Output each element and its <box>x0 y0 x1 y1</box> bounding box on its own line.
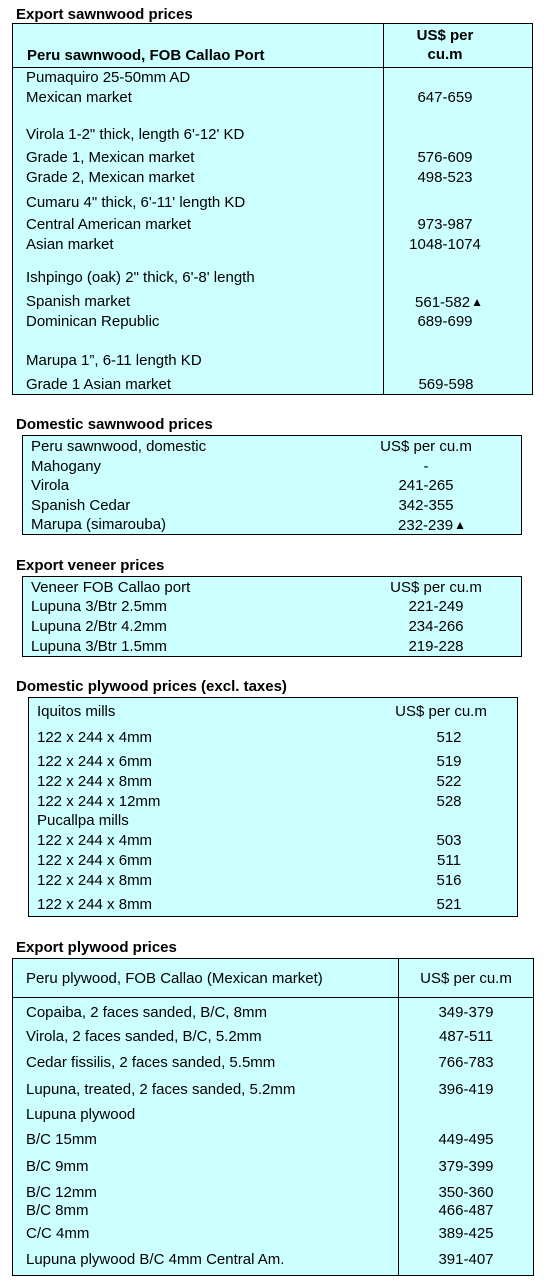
table-row-label: B/C 9mm <box>26 1158 89 1175</box>
table-row-value: 379-399 <box>438 1158 494 1175</box>
table-row-label: 122 x 244 x 12mm <box>37 793 161 810</box>
table-row-label: Spanish Cedar <box>31 497 131 514</box>
table-row-label: Lupuna plywood B/C 4mm Central Am. <box>26 1251 285 1268</box>
table-row-value: 221-249 <box>408 598 464 615</box>
table-row-label: Pumaquiro 25-50mm AD <box>26 69 191 86</box>
table-row-label: 122 x 244 x 8mm <box>37 773 153 790</box>
table-row-value: 342-355 <box>398 497 454 514</box>
table-row-label: Grade 1, Mexican market <box>26 149 195 166</box>
export-veneer-title: Export veneer prices <box>16 557 165 574</box>
table-row-label: B/C 8mm <box>26 1202 89 1219</box>
table-row-value: 396-419 <box>438 1081 494 1098</box>
table-row-label: Virola, 2 faces sanded, B/C, 5.2mm <box>26 1028 262 1045</box>
domestic-plywood-header-right: US$ per cu.m <box>395 703 487 720</box>
table-row-value: 241-265 <box>398 477 454 494</box>
export-plywood-header-right: US$ per cu.m <box>420 970 512 987</box>
domestic-plywood-header-left: Iquitos mills <box>37 703 116 720</box>
table-row-value: 569-598 <box>418 376 474 393</box>
table-row-label: Marupa 1”, 6-11 length KD <box>26 352 202 369</box>
table-row-label: Lupuna plywood <box>26 1106 136 1123</box>
table-row-value: 512 <box>436 729 462 746</box>
domestic-sawnwood-title: Domestic sawnwood prices <box>16 416 213 433</box>
table-row-label: Mahogany <box>31 458 102 475</box>
export-plywood-title: Export plywood prices <box>16 939 177 956</box>
table-row-value: 766-783 <box>438 1054 494 1071</box>
table-row-value: 350-360 <box>438 1184 494 1201</box>
table-row-value: 689-699 <box>417 313 473 330</box>
table-row-label: Spanish market <box>26 293 131 310</box>
table-row-label: Cedar fissilis, 2 faces sanded, 5.5mm <box>26 1054 276 1071</box>
table-row-label: Dominican Republic <box>26 313 160 330</box>
domestic-sawnwood-table: Peru sawnwood, domestic US$ per cu.m Mah… <box>22 435 522 535</box>
domestic-plywood-table: Iquitos mills US$ per cu.m 122 x 244 x 4… <box>28 697 518 917</box>
export-sawnwood-header-right-2: cu.m <box>427 46 463 63</box>
table-row-value: 973-987 <box>417 216 473 233</box>
table-row-label: Lupuna, treated, 2 faces sanded, 5.2mm <box>26 1081 296 1098</box>
table-row-value: 466-487 <box>438 1202 494 1219</box>
table-row-value: 389-425 <box>438 1225 494 1242</box>
export-sawnwood-header-right-1: US$ per <box>416 27 474 44</box>
table-row-value: 519 <box>436 753 462 770</box>
export-sawnwood-table: Peru sawnwood, FOB Callao Port US$ per c… <box>12 23 533 395</box>
table-row-label: Central American market <box>26 216 192 233</box>
export-veneer-table: Veneer FOB Callao port US$ per cu.m Lupu… <box>22 576 522 657</box>
table-row-label: 122 x 244 x 8mm <box>37 872 153 889</box>
table-row-value: 487-511 <box>439 1028 493 1045</box>
domestic-sawnwood-header-right: US$ per cu.m <box>380 438 472 455</box>
table-row-label: C/C 4mm <box>26 1225 90 1242</box>
table-row-value: 576-609 <box>417 149 473 166</box>
table-row-value: 391-407 <box>438 1251 494 1268</box>
table-row-value: 503 <box>436 832 462 849</box>
table-row-value: 561-582▲ <box>415 294 483 311</box>
table-row-label: Ishpingo (oak) 2" thick, 6'-8' length <box>26 269 255 286</box>
table-row-label: Asian market <box>26 236 114 253</box>
export-veneer-header-right: US$ per cu.m <box>390 579 482 596</box>
table-row-label: Grade 2, Mexican market <box>26 169 195 186</box>
table-row-label: Virola 1-2" thick, length 6'-12' KD <box>26 126 245 143</box>
export-plywood-table: Peru plywood, FOB Callao (Mexican market… <box>12 958 534 1276</box>
table-row-value: 234-266 <box>408 618 464 635</box>
domestic-plywood-title: Domestic plywood prices (excl. taxes) <box>16 678 287 695</box>
table-row-label: Grade 1 Asian market <box>26 376 172 393</box>
table-row-label: Mexican market <box>26 89 132 106</box>
table-row-value: 528 <box>436 793 462 810</box>
table-row-label: B/C 15mm <box>26 1131 97 1148</box>
table-row-value: 232-239▲ <box>398 517 466 534</box>
table-row-label: 122 x 244 x 6mm <box>37 852 153 869</box>
table-row-value: 449-495 <box>438 1131 494 1148</box>
domestic-sawnwood-header-left: Peru sawnwood, domestic <box>31 438 207 455</box>
table-row-label: Pucallpa mills <box>37 812 129 829</box>
table-row-label: Copaiba, 2 faces sanded, B/C, 8mm <box>26 1004 267 1021</box>
table-row-label: Lupuna 3/Btr 1.5mm <box>31 638 167 655</box>
table-row-value: 498-523 <box>417 169 473 186</box>
table-row-value: 521 <box>436 896 462 913</box>
table-row-label: Cumaru 4" thick, 6'-11' length KD <box>26 194 246 211</box>
table-row-label: 122 x 244 x 4mm <box>37 832 153 849</box>
table-row-label: B/C 12mm <box>26 1184 97 1201</box>
table-row-label: 122 x 244 x 6mm <box>37 753 153 770</box>
export-sawnwood-header-left: Peru sawnwood, FOB Callao Port <box>27 47 265 64</box>
export-veneer-header-left: Veneer FOB Callao port <box>31 579 191 596</box>
export-plywood-header-left: Peru plywood, FOB Callao (Mexican market… <box>26 970 323 987</box>
table-row-value: 219-228 <box>408 638 464 655</box>
table-row-label: 122 x 244 x 4mm <box>37 729 153 746</box>
table-row-label: Virola <box>31 477 70 494</box>
table-row-value: 516 <box>436 872 462 889</box>
export-sawnwood-title: Export sawnwood prices <box>16 6 193 23</box>
table-row-value: 522 <box>436 773 462 790</box>
table-row-value: 1048-1074 <box>409 236 481 253</box>
arrow-up-icon: ▲ <box>454 518 466 532</box>
table-row-label: Marupa (simarouba) <box>31 516 167 533</box>
table-row-label: Lupuna 2/Btr 4.2mm <box>31 618 167 635</box>
table-row-value: 511 <box>437 852 461 869</box>
table-row-label: 122 x 244 x 8mm <box>37 896 153 913</box>
table-row-value: 647-659 <box>417 89 473 106</box>
table-row-label: Lupuna 3/Btr 2.5mm <box>31 598 167 615</box>
arrow-up-icon: ▲ <box>471 295 483 309</box>
table-row-value: - <box>423 458 429 475</box>
table-row-value: 349-379 <box>438 1004 494 1021</box>
